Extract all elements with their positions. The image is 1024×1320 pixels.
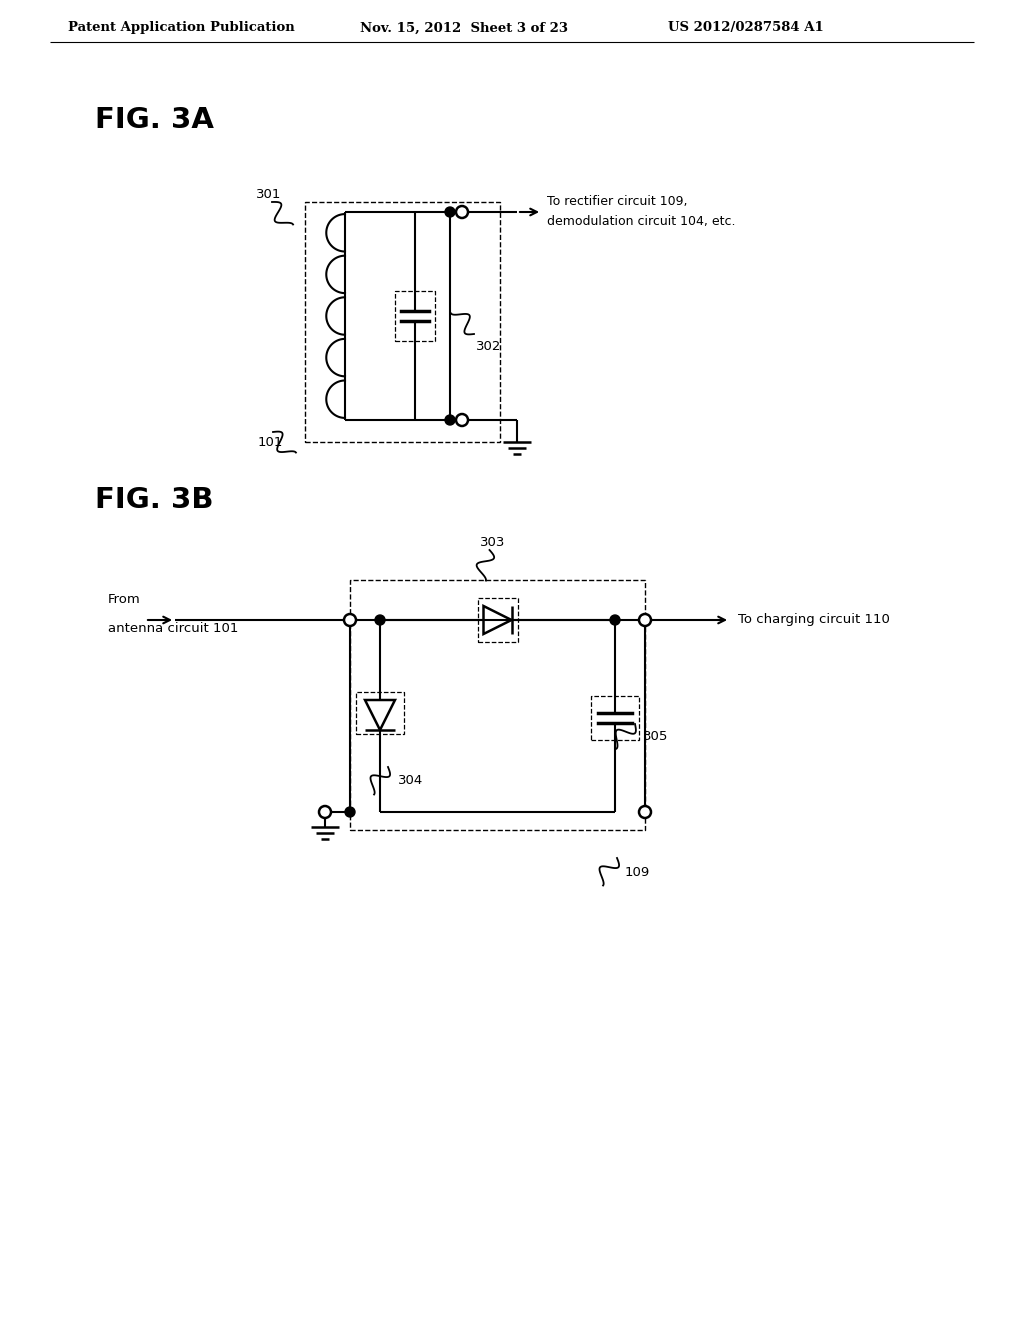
Bar	[356, 692, 404, 734]
Circle shape	[610, 615, 620, 624]
Text: antenna circuit 101: antenna circuit 101	[108, 622, 239, 635]
Text: To charging circuit 110: To charging circuit 110	[738, 614, 890, 627]
Text: US 2012/0287584 A1: US 2012/0287584 A1	[668, 21, 823, 34]
Circle shape	[345, 807, 355, 817]
Circle shape	[456, 414, 468, 426]
Text: 301: 301	[256, 187, 282, 201]
Text: 302: 302	[476, 339, 502, 352]
Circle shape	[445, 207, 455, 216]
Circle shape	[445, 414, 455, 425]
Text: 101: 101	[258, 436, 284, 449]
Circle shape	[319, 807, 331, 818]
Bar	[350, 579, 645, 830]
Circle shape	[344, 614, 356, 626]
Text: 305: 305	[643, 730, 669, 742]
Bar	[395, 290, 435, 341]
Bar	[477, 598, 517, 642]
Text: Patent Application Publication: Patent Application Publication	[68, 21, 295, 34]
Text: From: From	[108, 593, 140, 606]
Text: 109: 109	[625, 866, 650, 879]
Circle shape	[639, 807, 651, 818]
Circle shape	[375, 615, 385, 624]
Text: Nov. 15, 2012  Sheet 3 of 23: Nov. 15, 2012 Sheet 3 of 23	[360, 21, 568, 34]
Text: demodulation circuit 104, etc.: demodulation circuit 104, etc.	[547, 215, 735, 228]
Bar	[591, 696, 639, 741]
Text: FIG. 3B: FIG. 3B	[95, 486, 213, 513]
Text: To rectifier circuit 109,: To rectifier circuit 109,	[547, 195, 687, 209]
Text: 303: 303	[479, 536, 505, 549]
Circle shape	[639, 614, 651, 626]
Circle shape	[456, 206, 468, 218]
Text: 304: 304	[398, 774, 423, 787]
Text: FIG. 3A: FIG. 3A	[95, 106, 214, 135]
Bar	[305, 202, 500, 442]
